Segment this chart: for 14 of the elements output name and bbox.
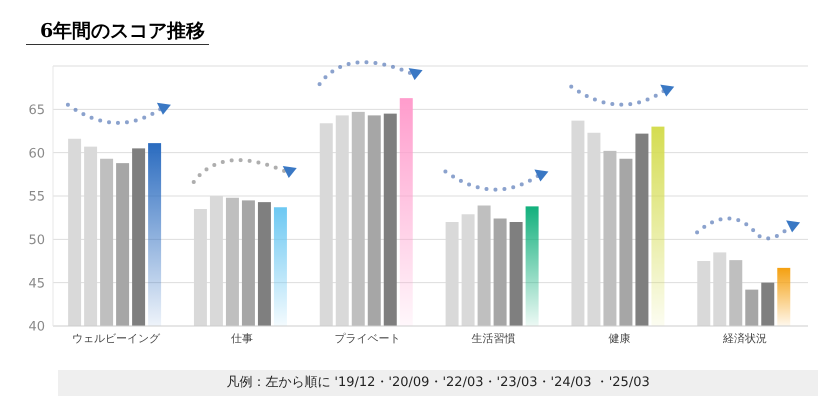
x-tick-label: プライベート (334, 332, 401, 345)
y-tick-label: 40 (28, 320, 45, 335)
y-tick-label: 60 (28, 146, 45, 162)
x-tick-label: 経済状況 (722, 332, 768, 345)
y-tick-label: 50 (28, 232, 45, 248)
x-tick-label: 生活習慣 (471, 332, 516, 345)
y-tick-label: 65 (28, 102, 45, 118)
text: 凡例：左から順に '19/12・'20/09・'22/03・'23/03・'24/03 ・'25/03 (226, 375, 650, 390)
y-tick-label: 55 (28, 190, 45, 205)
x-tick-label: 健康 (608, 332, 630, 345)
chart-title: 6年間のスコア推移 (26, 18, 210, 45)
x-tick-label: 仕事 (230, 332, 253, 345)
x-tick-label: ウェルビーイング (72, 332, 161, 345)
y-tick-label: 45 (28, 276, 45, 292)
